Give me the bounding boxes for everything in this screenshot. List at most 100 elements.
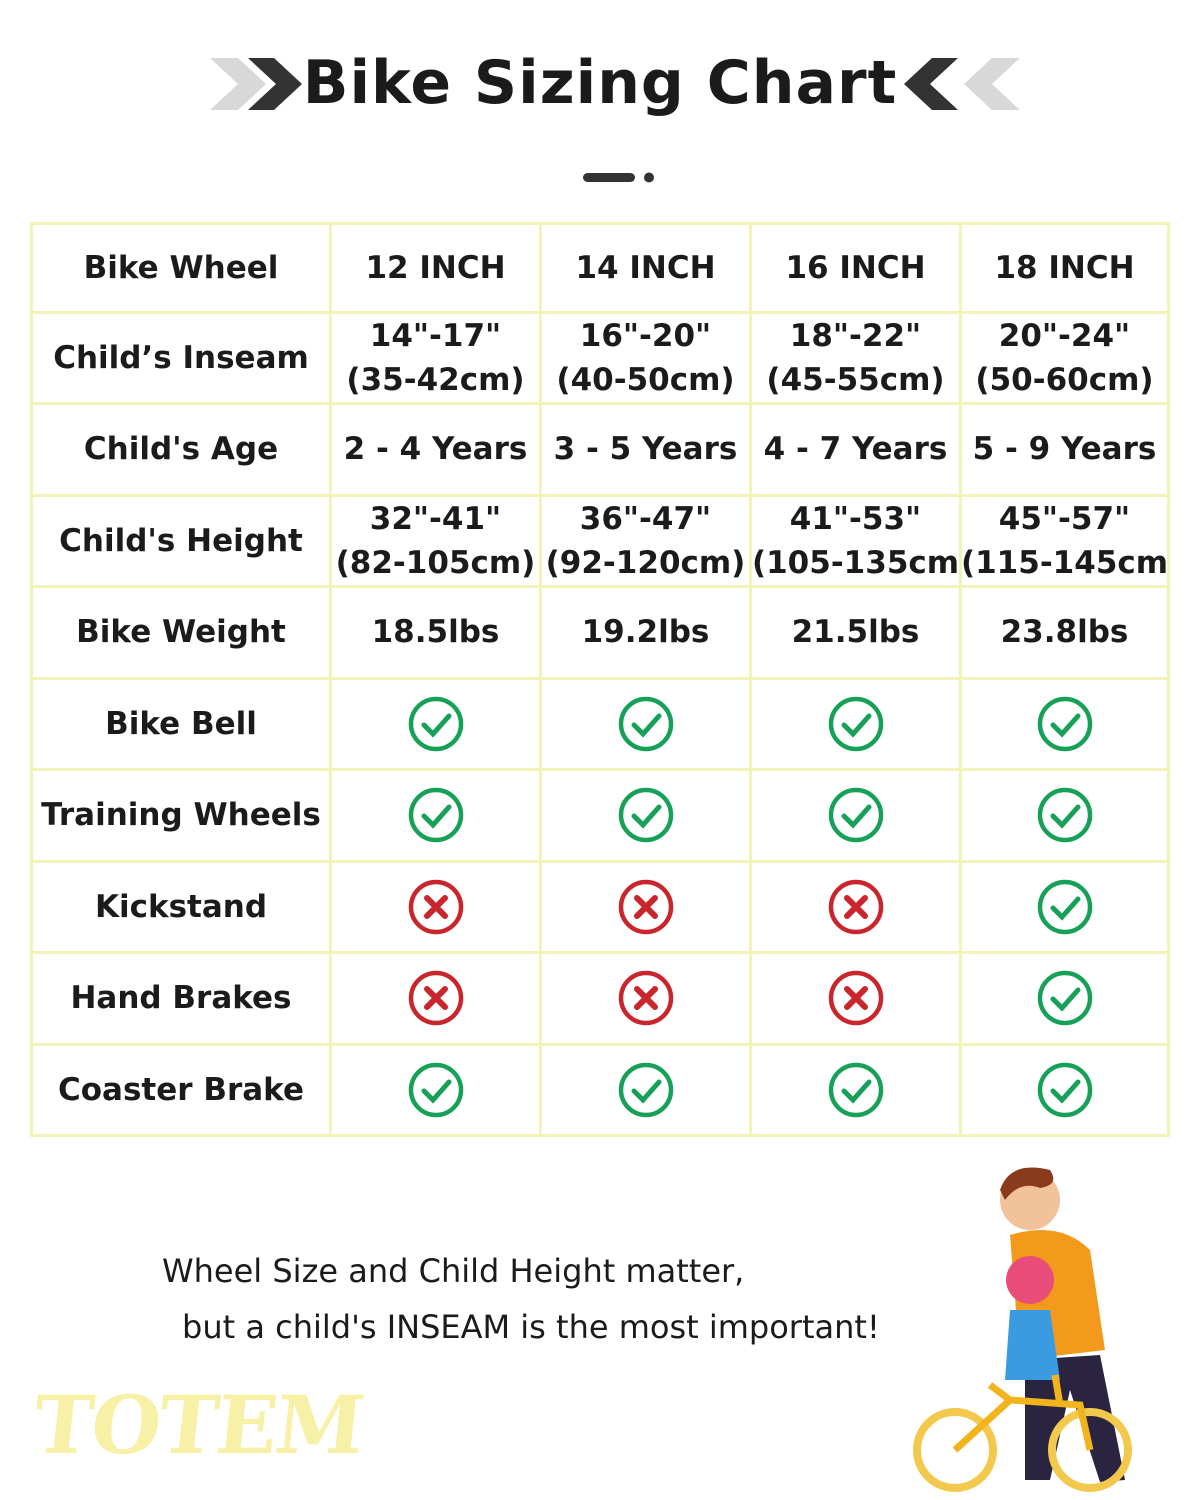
cell-text: 45"-57" [998, 500, 1131, 537]
cell-text: 2 - 4 Years [343, 431, 528, 468]
table-cell [332, 679, 542, 771]
table-cell: 21.5lbs [752, 588, 962, 680]
table-cell [752, 679, 962, 771]
cell-text: 21.5lbs [791, 614, 920, 651]
table-cell: Child’s Inseam [30, 313, 332, 405]
table-cell: 16 INCH [752, 222, 962, 314]
table-cell: Child's Height [30, 496, 332, 588]
check-icon [1037, 788, 1092, 843]
column-header: Bike Wheel [83, 249, 279, 286]
cross-icon [828, 879, 883, 934]
check-icon [828, 788, 883, 843]
table-cell: 45"-57" (115-145cm [962, 496, 1170, 588]
table-cell [542, 771, 752, 863]
table-cell: Hand Brakes [30, 954, 332, 1046]
row-label: Child's Height [59, 522, 303, 559]
cell-text: (50-60cm) [975, 361, 1154, 398]
table-cell [962, 954, 1170, 1046]
check-icon [828, 1062, 883, 1117]
table-cell [962, 862, 1170, 954]
cell-text: 14"-17" [369, 317, 502, 354]
cell-text: (115-145cm [962, 544, 1169, 581]
table-cell: 14"-17" (35-42cm) [332, 313, 542, 405]
cell-text: (92-120cm) [545, 544, 746, 581]
row-label: Child's Age [83, 431, 279, 468]
cell-text: 3 - 5 Years [553, 431, 738, 468]
table-cell: 12 INCH [332, 222, 542, 314]
table-cell: 14 INCH [542, 222, 752, 314]
check-icon [1037, 1062, 1092, 1117]
table-cell [962, 771, 1170, 863]
cell-text: (45-55cm) [766, 361, 945, 398]
cell-text: 23.8lbs [1000, 614, 1129, 651]
row-label: Coaster Brake [58, 1071, 304, 1108]
cell-text: 20"-24" [998, 317, 1131, 354]
logo: TOTEM [29, 1378, 368, 1472]
table-cell: 2 - 4 Years [332, 405, 542, 497]
cell-text: 5 - 9 Years [972, 431, 1157, 468]
table-cell: Training Wheels [30, 771, 332, 863]
cross-icon [408, 879, 463, 934]
row-label: Kickstand [94, 888, 268, 925]
column-header: 18 INCH [994, 249, 1135, 286]
footer-line: but a child's INSEAM is the most importa… [182, 1308, 880, 1346]
row-label: Bike Weight [76, 614, 286, 651]
table-cell: 36"-47" (92-120cm) [542, 496, 752, 588]
title-decoration [210, 58, 1020, 183]
cell-text: (40-50cm) [556, 361, 735, 398]
illustration [913, 1167, 1132, 1492]
table-cell: 18"-22" (45-55cm) [752, 313, 962, 405]
check-icon [408, 696, 463, 751]
table-cell: 23.8lbs [962, 588, 1170, 680]
column-header: 14 INCH [575, 249, 716, 286]
table-cell: 32"-41" (82-105cm) [332, 496, 542, 588]
table-cell: Bike Bell [30, 679, 332, 771]
table-cell: 18.5lbs [332, 588, 542, 680]
cross-icon [408, 971, 463, 1026]
table-cell [542, 862, 752, 954]
check-icon [408, 1062, 463, 1117]
cross-icon [618, 879, 673, 934]
check-icon [408, 788, 463, 843]
table-cell [752, 862, 962, 954]
table-cell: 4 - 7 Years [752, 405, 962, 497]
cell-text: (105-135cm [752, 544, 960, 581]
check-icon [1037, 879, 1092, 934]
table-cell [962, 679, 1170, 771]
table-cell [332, 1045, 542, 1137]
cell-text: 41"-53" [789, 500, 922, 537]
table-cell: Bike Wheel [30, 222, 332, 314]
row-label: Hand Brakes [70, 980, 292, 1017]
check-icon [618, 696, 673, 751]
table-cell: Kickstand [30, 862, 332, 954]
table-cell [332, 862, 542, 954]
table-cell: 41"-53" (105-135cm [752, 496, 962, 588]
row-label: Training Wheels [41, 797, 321, 834]
table-cell: 18 INCH [962, 222, 1170, 314]
table-cell [542, 1045, 752, 1137]
table-cell: 5 - 9 Years [962, 405, 1170, 497]
sizing-table: Bike Wheel 12 INCH 14 INCH 16 INCH 18 INCH Ch… [30, 222, 1170, 1137]
table-cell [752, 771, 962, 863]
table-cell [962, 1045, 1170, 1137]
table-cell: 19.2lbs [542, 588, 752, 680]
table-cell [752, 1045, 962, 1137]
check-icon [1037, 971, 1092, 1026]
row-label: Bike Bell [105, 705, 257, 742]
table-cell [752, 954, 962, 1046]
table-cell [332, 771, 542, 863]
table-cell: 3 - 5 Years [542, 405, 752, 497]
cross-icon [618, 971, 673, 1026]
column-header: 16 INCH [785, 249, 926, 286]
cell-text: 4 - 7 Years [763, 431, 948, 468]
row-label: Child’s Inseam [53, 339, 309, 376]
table-cell [332, 954, 542, 1046]
column-header: 12 INCH [365, 249, 506, 286]
check-icon [618, 1062, 673, 1117]
table-cell: Child's Age [30, 405, 332, 497]
table-cell [542, 679, 752, 771]
table-cell: Bike Weight [30, 588, 332, 680]
cell-text: (35-42cm) [346, 361, 525, 398]
cell-text: 16"-20" [579, 317, 712, 354]
